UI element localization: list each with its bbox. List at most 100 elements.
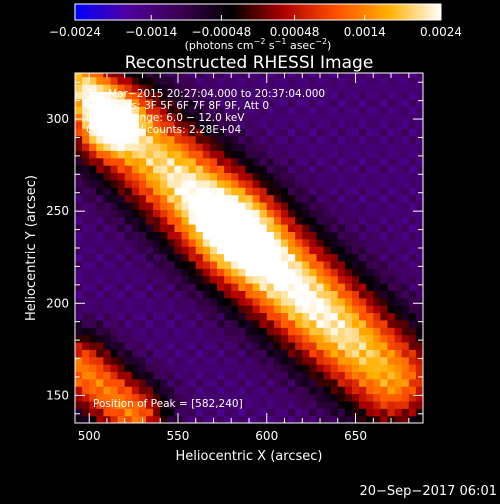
heatmap-cell [245,216,254,225]
heatmap-cell [273,73,282,78]
colorbar-tick-label: 0.0024 [420,25,462,39]
heatmap-cell [415,319,423,328]
heatmap-cell [224,113,232,122]
heatmap-cell [188,386,197,395]
heatmap-cell [195,305,204,314]
heatmap-cell [138,135,147,144]
heatmap-cell [323,106,332,115]
heatmap-cell [288,179,296,188]
heatmap-cell [146,98,154,107]
heatmap-cell [224,73,232,78]
heatmap-cell [181,371,190,380]
heatmap-cell [160,187,168,196]
heatmap-cell [138,290,147,299]
heatmap-cell [344,246,353,255]
heatmap-cell [302,224,310,233]
heatmap-cell [110,135,119,144]
heatmap-cell [387,172,396,181]
heatmap-cell [373,400,381,409]
heatmap-cell [359,297,367,306]
heatmap-cell [110,165,119,174]
heatmap-cell [366,187,374,196]
heatmap-cell [110,201,119,210]
heatmap-cell [351,238,360,247]
heatmap-cell [351,371,360,380]
heatmap-cell [202,84,211,93]
heatmap-cell [82,98,90,107]
heatmap-cell [188,209,197,218]
heatmap-cell [366,165,374,174]
heatmap-cell [75,371,83,380]
heatmap-cell [394,297,403,306]
heatmap-cell [366,209,374,218]
heatmap-cell [202,113,211,122]
heatmap-cell [82,231,90,240]
heatmap-cell [181,305,190,314]
heatmap-cell [408,319,417,328]
heatmap-cell [117,364,126,373]
heatmap-cell [330,209,339,218]
heatmap-cell [75,349,83,358]
heatmap-cell [351,135,360,144]
heatmap-cell [337,73,346,78]
heatmap-cell [309,319,318,328]
heatmap-cell [89,84,97,93]
heatmap-cell [316,268,325,277]
heatmap-cell [131,319,140,328]
heatmap-cell [160,135,168,144]
heatmap-cell [351,334,360,343]
heatmap-cell [366,143,374,151]
heatmap-cell [266,349,275,358]
heatmap-cell [316,246,325,255]
heatmap-cell [217,246,225,255]
heatmap-cell [337,312,346,321]
heatmap-cell [401,216,410,225]
heatmap-cell [273,224,282,233]
heatmap-cell [351,143,360,151]
heatmap-cell [188,135,197,144]
heatmap-cell [82,187,90,196]
heatmap-cell [245,327,254,336]
heatmap-cell [188,356,197,365]
heatmap-cell [181,106,190,115]
heatmap-cell [373,143,381,151]
heatmap-cell [309,165,318,174]
heatmap-cell [288,231,296,240]
heatmap-cell [408,194,417,203]
heatmap-cell [110,297,119,306]
heatmap-cell [252,106,261,115]
heatmap-cell [259,327,268,336]
heatmap-cell [153,260,161,269]
heatmap-cell [167,128,176,137]
heatmap-cell [273,408,282,417]
heatmap-cell [394,246,403,255]
heatmap-cell [217,84,225,93]
heatmap-cell [110,238,119,247]
heatmap-cell [302,165,310,174]
heatmap-cell [131,187,140,196]
heatmap-cell [96,290,105,299]
heatmap-cell [96,415,105,423]
heatmap-cell [302,238,310,247]
heatmap-cell [110,187,119,196]
heatmap-cell [252,386,261,395]
heatmap-cell [96,91,105,100]
heatmap-cell [415,106,423,115]
heatmap-cell [160,283,168,291]
heatmap-cell [373,268,381,277]
heatmap-cell [280,290,289,299]
heatmap-cell [195,106,204,115]
heatmap-cell [380,165,389,174]
heatmap-cell [408,356,417,365]
heatmap-cell [82,106,90,115]
heatmap-cell [415,268,423,277]
heatmap-cell [82,378,90,387]
heatmap-cell [103,224,112,233]
heatmap-cell [366,73,374,78]
heatmap-cell [96,253,105,262]
heatmap-cell [344,187,353,196]
heatmap-cell [245,268,254,277]
heatmap-cell [316,98,325,107]
heatmap-cell [89,120,97,129]
heatmap-cell [146,319,154,328]
